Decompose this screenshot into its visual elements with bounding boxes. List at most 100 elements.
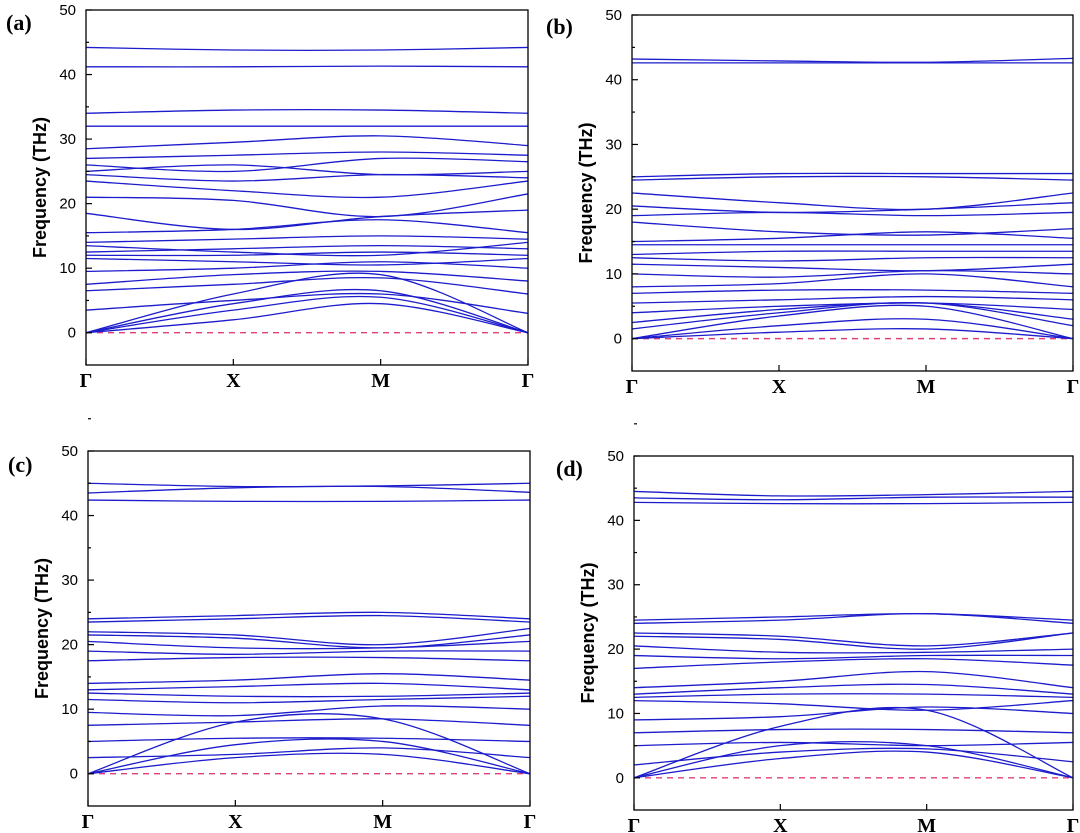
phonon-band-16 [633,613,1074,624]
phonon-band-15 [633,632,1074,647]
plot-frame [631,14,1074,372]
phonon-band-14 [633,632,1074,650]
plot-frame [87,450,531,807]
y-axis-label: Frequency (THz) [576,122,596,263]
kpoint-label: Γ [1067,376,1080,398]
phonon-band-18 [85,164,529,176]
phonon-band-0 [85,302,529,334]
y-tick-label: 10 [607,705,624,722]
phonon-band-9 [631,269,1074,278]
phonon-band-4 [87,737,531,743]
phonon-band-7 [631,289,1074,294]
y-axis-label: Frequency (THz) [30,117,50,258]
phonon-band-7 [85,261,529,273]
phonon-band-24 [85,65,529,68]
y-tick-label: 20 [59,196,76,213]
y-tick-label: 10 [605,266,622,283]
phonon-band-2 [85,288,529,334]
phonon-band-17 [633,612,1074,621]
phonon-band-19 [631,175,1074,181]
phonon-band-20 [87,482,531,488]
phonon-band-11 [87,656,531,662]
phonon-band-10 [87,673,531,685]
phonon-band-14 [87,634,531,649]
phonon-band-0 [631,328,1074,340]
phonon-band-11 [633,658,1074,670]
phonon-band-17 [631,202,1074,214]
phonon-band-18 [631,192,1074,211]
y-tick-label: 10 [61,701,78,718]
plot-frame [633,455,1074,811]
kpoint-label: X [773,815,788,833]
phonon-band-19 [87,485,531,494]
y-tick-label: 10 [59,260,76,277]
phonon-band-12 [633,654,1074,660]
phonon-band-12 [87,650,531,655]
phonon-band-8 [87,692,531,698]
phonon-band-16 [87,614,531,623]
y-axis-label: Frequency (THz) [578,562,598,703]
phonon-band-1 [631,318,1074,340]
y-tick-label: 30 [605,136,622,153]
phonon-band-14 [631,231,1074,243]
kpoint-label: X [226,370,241,392]
phonon-band-2 [87,713,531,775]
phonon-band-12 [85,235,529,244]
phonon-band-20 [85,151,529,160]
phonon-band-19 [85,157,529,173]
panel-label: (c) [8,452,32,477]
panel-label: (d) [556,456,583,481]
phonon-band-20 [631,172,1073,178]
phonon-band-17 [87,611,531,620]
phonon-band-18 [633,501,1074,505]
y-tick-label: 0 [616,770,624,787]
y-tick-label: 0 [68,325,76,342]
phonon-band-7 [633,699,1074,711]
phonon-band-1 [633,740,1074,779]
kpoint-label: X [228,811,243,833]
kpoint-label: M [371,370,390,392]
y-tick-label: 20 [61,637,78,654]
y-tick-label: 30 [607,577,624,594]
phonon-band-25 [85,46,529,51]
kpoint-label: X [772,376,787,398]
phonon-band-14 [85,209,529,231]
kpoint-label: Γ [82,811,95,833]
phonon-band-21 [85,135,529,150]
phonon-band-9 [87,682,531,691]
phonon-band-15 [85,193,529,218]
phonon-band-6 [633,706,1074,721]
phonon-band-5 [633,728,1074,734]
y-tick-label: 20 [607,641,624,658]
phonon-band-16 [631,211,1074,217]
phonon-band-7 [87,695,531,704]
phonon-band-10 [633,670,1074,689]
phonon-band-11 [85,241,529,257]
phonon-band-2 [633,706,1074,779]
kpoint-label: Γ [626,376,639,398]
y-tick-label: 20 [605,201,622,218]
phonon-band-2 [631,304,1074,340]
phonon-band-13 [85,219,529,234]
kpoint-label: Γ [522,370,535,392]
y-tick-label: 40 [59,67,76,84]
phonon-band-4 [633,741,1074,747]
phonon-band-3 [87,747,531,759]
y-tick-label: 50 [607,448,624,465]
phonon-band-22 [631,57,1074,63]
y-tick-label: 50 [59,2,76,19]
phonon-band-6 [85,270,529,285]
y-tick-label: 0 [70,766,78,783]
kpoint-label: Γ [524,811,537,833]
panel-label: (a) [6,10,32,35]
phonon-band-9 [85,251,529,257]
phonon-band-0 [633,750,1074,779]
phonon-band-3 [633,747,1074,766]
kpoint-label: M [917,815,936,833]
y-tick-label: 40 [607,512,624,529]
kpoint-label: M [373,811,392,833]
phonon-band-8 [85,257,529,266]
kpoint-label: Γ [1067,815,1080,833]
y-tick-label: 40 [605,72,622,89]
